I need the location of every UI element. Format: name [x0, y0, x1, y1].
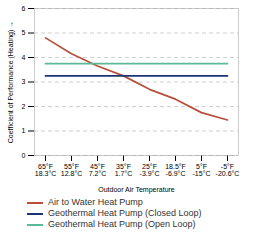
svg-text:4: 4 — [22, 54, 26, 61]
svg-text:5: 5 — [22, 29, 26, 36]
svg-text:45°F7.2°C: 45°F7.2°C — [89, 163, 107, 177]
svg-text:65°F18.3°C: 65°F18.3°C — [35, 163, 56, 177]
svg-text:0: 0 — [22, 152, 26, 159]
svg-text:18.5°F-6.9°C: 18.5°F-6.9°C — [165, 163, 186, 177]
svg-text:1: 1 — [22, 127, 26, 134]
svg-text:Coefficient of Performance (He: Coefficient of Performance (Heating) → — [7, 21, 15, 143]
svg-text:35°F1.7°C: 35°F1.7°C — [115, 163, 133, 177]
html-text:Geothermal Heat Pump (Closed L: Geothermal Heat Pump (Closed Loop) — [48, 208, 202, 218]
svg-text:6: 6 — [22, 5, 26, 12]
svg-text:5°F-15°C: 5°F-15°C — [193, 163, 211, 177]
svg-text:25°F-3.9°C: 25°F-3.9°C — [140, 163, 160, 177]
svg-text:2: 2 — [22, 103, 26, 110]
svg-text:55°F12.8°C: 55°F12.8°C — [61, 163, 82, 177]
svg-text:-5°F-20.6°C: -5°F-20.6°C — [216, 163, 240, 177]
svg-text:Outdoor Air Temperature: Outdoor Air Temperature — [98, 186, 175, 194]
svg-text:3: 3 — [22, 78, 26, 85]
html-text:Air to Water Heat Pump: Air to Water Heat Pump — [48, 197, 143, 207]
html-text:Geothermal Heat Pump (Open Loo: Geothermal Heat Pump (Open Loop) — [48, 219, 196, 229]
